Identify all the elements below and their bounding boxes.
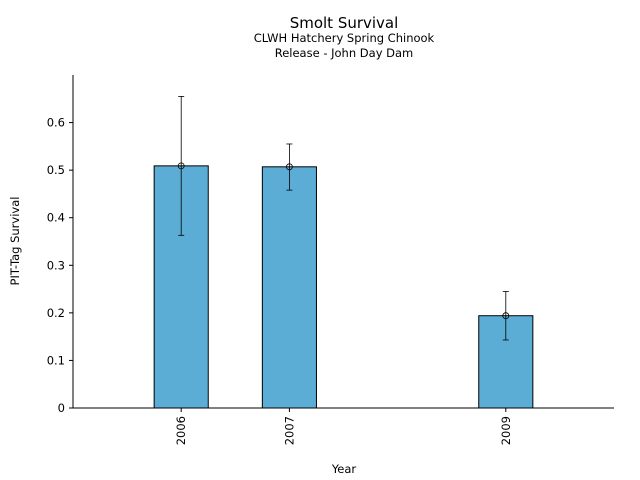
y-axis-label: PIT-Tag Survival: [8, 197, 22, 286]
point-marker-2006: [177, 162, 185, 170]
chart-subtitle-line-2: Release - John Day Dam: [275, 46, 414, 60]
x-tick-label-2006: 2006: [174, 416, 188, 445]
point-marker-2007: [285, 163, 293, 171]
y-tick-label-0: 0: [58, 401, 65, 415]
y-ticks: 0 0.1 0.2 0.3 0.4 0.5 0.6: [47, 116, 73, 415]
chart-title: Smolt Survival: [290, 14, 399, 32]
x-axis-label: Year: [331, 462, 357, 476]
y-tick-label-0.5: 0.5: [47, 163, 65, 177]
point-marker-2009: [502, 312, 510, 320]
y-tick-label-0.3: 0.3: [47, 258, 65, 272]
y-tick-label-0.1: 0.1: [47, 353, 65, 367]
bar-2007: [261, 166, 317, 409]
x-tick-label-2009: 2009: [499, 416, 513, 445]
bars-layer: [153, 165, 534, 409]
x-ticks: 2006 2007 2009: [174, 408, 513, 445]
error-bars-layer: [177, 96, 510, 341]
y-tick-label-0.4: 0.4: [47, 211, 65, 225]
y-tick-label-0.2: 0.2: [47, 306, 65, 320]
chart-subtitle-line-1: CLWH Hatchery Spring Chinook: [254, 31, 435, 45]
x-tick-label-2007: 2007: [282, 416, 296, 445]
y-tick-label-0.6: 0.6: [47, 116, 65, 130]
